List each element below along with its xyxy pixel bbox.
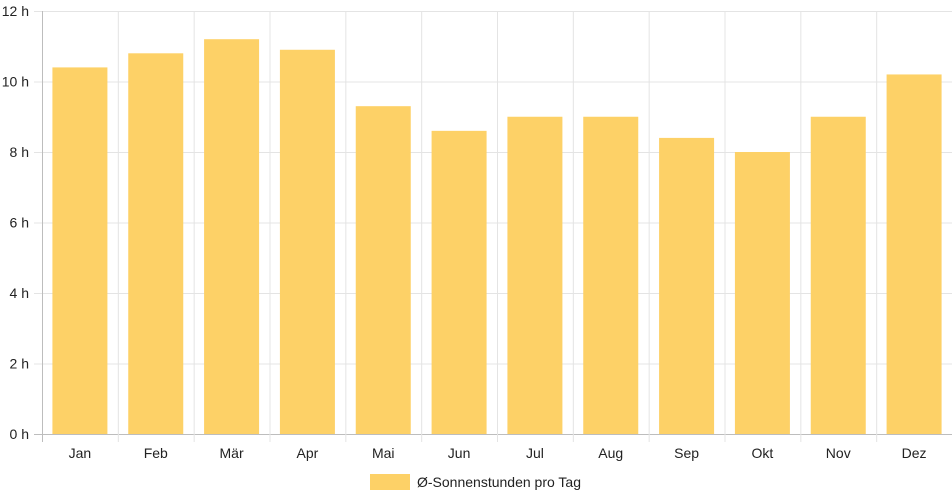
x-tick-label: Dez: [902, 445, 927, 461]
bar-dez: [886, 74, 942, 434]
y-tick-label: 10 h: [2, 74, 29, 90]
bar-nov: [810, 116, 866, 434]
x-tick-label: Jan: [69, 445, 92, 461]
bar-jul: [507, 116, 563, 434]
x-tick-label: Mai: [372, 445, 395, 461]
legend-swatch: [370, 474, 410, 490]
bar-feb: [128, 53, 184, 435]
y-tick-label: 2 h: [10, 356, 29, 372]
x-tick-label: Nov: [826, 445, 851, 461]
bar-aug: [583, 116, 639, 434]
legend-label: Ø-Sonnenstunden pro Tag: [417, 474, 581, 490]
bar-mär: [204, 39, 260, 434]
y-tick-label: 8 h: [10, 144, 29, 160]
x-tick-label: Jun: [448, 445, 471, 461]
y-tick-label: 12 h: [2, 3, 29, 19]
x-tick-label: Okt: [752, 445, 774, 461]
bars: [52, 39, 942, 435]
x-tick-label: Feb: [144, 445, 168, 461]
x-tick-label: Sep: [674, 445, 699, 461]
bar-jun: [431, 130, 487, 434]
legend[interactable]: Ø-Sonnenstunden pro Tag: [370, 474, 581, 490]
y-tick-label: 6 h: [10, 215, 29, 231]
x-tick-label: Apr: [297, 445, 319, 461]
bar-sep: [659, 137, 715, 434]
axes: 0 h 2 h 4 h 6 h 8 h 10 h 12 h Jan Feb Mär Apr Mai Ju…: [2, 3, 927, 461]
bar-mai: [355, 106, 411, 435]
x-tick-label: Aug: [598, 445, 623, 461]
bar-jan: [52, 67, 108, 435]
x-tick-label: Jul: [526, 445, 544, 461]
y-tick-label: 0 h: [10, 426, 29, 442]
bar-okt: [734, 152, 790, 434]
grid: [34, 11, 952, 442]
x-tick-label: Mär: [220, 445, 244, 461]
bar-apr: [279, 49, 335, 435]
y-tick-label: 4 h: [10, 285, 29, 301]
